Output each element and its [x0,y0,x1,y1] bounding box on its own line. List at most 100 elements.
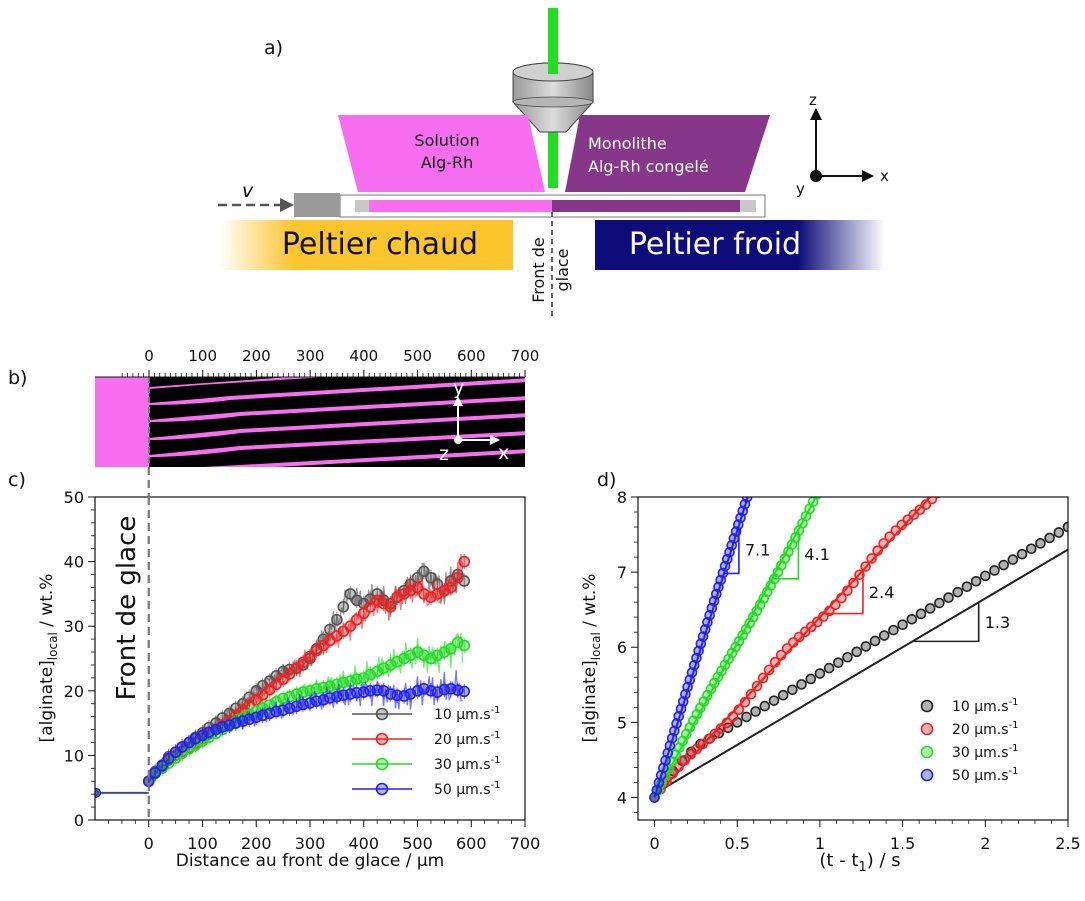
data-point-d [989,565,1000,576]
axis-x-label-b: x [498,442,509,464]
axes-d: 0 0.5 1 1.5 2 2.5 4 5 6 7 8 [617,488,1081,853]
data-point-d [733,704,745,715]
capillary-plug-right [740,200,756,212]
y-axis-label-c: [alginate]local / wt.% [37,574,60,743]
data-point-d [830,599,841,611]
data-point-d [998,559,1009,571]
data-point-d [952,586,964,598]
data-point-d [878,538,889,549]
y-tick-label-d: 7 [617,563,627,582]
data-point-d [924,603,936,614]
data-point-d [860,561,871,572]
legend-marker-d [920,722,934,736]
data-point-d [980,570,991,582]
legend-label-d: 50 µm.s-1 [952,766,1019,784]
data-point-c [237,715,249,727]
y-tick-label-c: 10 [64,746,84,765]
data-point-c [263,707,276,720]
ruler-tick-label: 100 [188,347,217,365]
data-point-d [1053,527,1065,538]
x-tick-label-d: 1.5 [890,834,915,853]
data-point-c [357,672,370,684]
data-point-c [452,636,464,649]
legend-label-c: 30 µm.s-1 [434,755,501,773]
y-tick-label-c: 20 [64,682,84,701]
data-point-d [866,553,877,564]
monolith-region [565,115,770,192]
y-axis-label-d-tail: / wt.% [580,574,600,633]
slope-triangle [724,525,740,575]
axis-z-label-b: z [439,443,449,465]
data-point-d [915,608,927,620]
data-point-c [425,591,437,603]
data-point-d [836,592,847,604]
data-point-c [223,719,236,731]
ruler-tick-label: 300 [296,347,325,365]
legend-label-c: 10 µm.s-1 [434,705,501,723]
data-point-c [418,565,430,578]
data-point-d [781,643,793,654]
data-point-d [741,711,752,723]
ice-front-annotation: Front de glace [112,516,142,701]
data-point-d [897,619,908,630]
panel-c-chart: c) 0 100 200 300 400 500 600 700 0 10 20 30 40 50 Fro… [8,467,540,871]
slope-triangles: 7.1 4.1 2.4 1.3 [724,525,1010,643]
hot-peltier [220,220,513,270]
axis-triad-b-icon [453,396,500,445]
slope-label: 4.1 [804,545,829,564]
y-axis-label-d: [alginate]local / wt.% [580,574,603,743]
y-axis-label-c-tail: / wt.% [37,574,57,633]
legend-marker-d [920,768,934,782]
data-point-d [811,497,822,500]
ice-front-label-line1: Front de [529,237,548,303]
data-point-c [458,575,471,587]
panel-d-label: d) [597,469,616,491]
data-point-c [411,684,424,697]
monolith-label-line2: Alg-Rh congelé [588,157,709,176]
legend-marker-d [920,745,934,759]
data-point-c [277,704,289,716]
solution-label-line2: Alg-Rh [421,153,474,172]
data-point-c [371,594,383,607]
initial-concentration-point [95,787,101,798]
y-tick-label-d: 6 [617,638,627,657]
x-axis-label-d-main: (t - t [819,850,858,871]
data-point-d [1016,548,1028,560]
panel-a-schematic: a) Solution Alg-Rh Monolithe Alg-Rh cong… [218,8,889,320]
data-point-d [823,662,835,674]
pusher-block [294,193,340,217]
data-point-d [777,689,789,701]
slope-triangle [912,602,980,643]
ruler-tick-label: 500 [403,347,432,365]
cold-peltier [595,220,885,270]
data-point-d [763,664,775,676]
data-point-d [1044,532,1055,544]
legend-marker-d [920,699,934,713]
data-point-d [759,700,771,712]
data-point-d [888,624,899,636]
data-point-d [961,581,973,593]
legend-d: 10 µm.s-1 20 µm.s-1 30 µm.s-1 50 µm.s-1 [920,697,1019,784]
x-tick-label-c: 100 [187,834,218,853]
data-point-c [398,652,410,665]
data-point-c [210,723,222,736]
y-tick-label-c: 30 [64,617,84,636]
x-tick-label-c: 300 [295,834,326,853]
axis-z-label: z [809,91,817,109]
legend-label-c: 20 µm.s-1 [434,730,501,748]
data-point-c [183,736,195,749]
data-point-c [445,581,457,594]
data-point-d [832,657,844,668]
fit-line-d [654,548,1068,795]
data-point-d [1062,521,1068,533]
ruler-tick-label: 600 [457,347,486,365]
panel-a-label: a) [264,37,283,59]
data-point-c [156,759,168,772]
slope-label: 7.1 [745,540,770,559]
plot-area-d [649,497,1068,803]
data-point-d [934,597,945,609]
data-point-d [750,706,761,717]
legend-marker-c [375,757,389,771]
x-tick-label-c: 500 [402,834,433,853]
solution-label-line1: Solution [414,131,479,150]
